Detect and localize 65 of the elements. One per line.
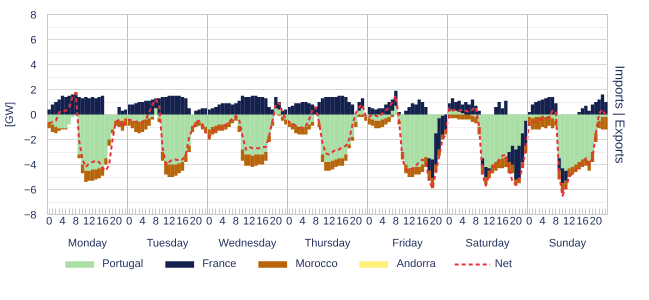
x-tick-label: 4: [139, 216, 146, 228]
x-tick-label: 16: [336, 216, 349, 228]
x-tick-label: 12: [243, 216, 256, 228]
x-tick-label: 16: [576, 216, 589, 228]
x-tick-label: 12: [323, 216, 336, 228]
x-tick-label: 8: [232, 216, 239, 228]
x-tick-label: 16: [256, 216, 269, 228]
x-tick-label: 16: [416, 216, 429, 228]
x-tick-label: 8: [392, 216, 399, 228]
legend-label: Net: [494, 258, 513, 270]
y-tick-label: 6: [30, 34, 37, 46]
x-tick-label: 4: [459, 216, 466, 228]
y-tick-label: 4: [30, 60, 37, 72]
legend-label: Morocco: [295, 258, 338, 270]
x-tick-label: 4: [539, 216, 546, 228]
x-tick-label: 8: [472, 216, 479, 228]
text: Tuesday: [146, 238, 189, 250]
x-tick-label: 12: [483, 216, 496, 228]
y-tick-label: −4: [24, 160, 37, 172]
legend-label: Andorra: [396, 258, 436, 270]
text: Saturday: [465, 238, 510, 250]
x-tick-label: 20: [590, 216, 602, 228]
x-tick-label: 4: [299, 216, 306, 228]
text: Wednesday: [218, 238, 277, 250]
y-axis-title: [GW]: [4, 102, 16, 128]
text: Sunday: [548, 238, 587, 250]
y2-axis-title: Imports | Exports: [612, 65, 628, 164]
x-tick-label: 20: [110, 216, 122, 228]
x-tick-label: 20: [430, 216, 442, 228]
x-tick-label: 0: [446, 216, 452, 228]
x-tick-label: 4: [219, 216, 226, 228]
text: Friday: [392, 238, 424, 250]
x-tick-label: 12: [83, 216, 96, 228]
x-tick-label: 0: [286, 216, 292, 228]
x-tick-label: 16: [96, 216, 109, 228]
x-tick-label: 16: [176, 216, 189, 228]
x-tick-label: 8: [552, 216, 559, 228]
y-tick-label: −6: [24, 184, 37, 196]
x-tick-label: 16: [496, 216, 509, 228]
y-tick-label: 8: [30, 10, 37, 22]
y-tick-label: 2: [30, 84, 37, 96]
x-tick-label: 0: [206, 216, 212, 228]
x-tick-label: 12: [163, 216, 176, 228]
x-tick-label: 8: [152, 216, 159, 228]
y-tick-label: −8: [24, 210, 37, 222]
x-tick-label: 0: [526, 216, 532, 228]
y-tick-label: 0: [30, 110, 37, 122]
text: Thursday: [304, 238, 351, 250]
x-tick-label: 20: [190, 216, 202, 228]
x-tick-label: 20: [350, 216, 362, 228]
x-tick-label: 4: [59, 216, 66, 228]
x-tick-label: 4: [379, 216, 386, 228]
x-tick-label: 12: [403, 216, 416, 228]
x-tick-label: 8: [72, 216, 79, 228]
x-tick-label: 8: [312, 216, 319, 228]
x-tick-label: 20: [270, 216, 282, 228]
x-tick-label: 0: [126, 216, 132, 228]
text: Monday: [68, 238, 108, 250]
x-tick-label: 20: [510, 216, 522, 228]
x-tick-label: 12: [563, 216, 576, 228]
x-tick-label: 0: [46, 216, 52, 228]
x-tick-label: 0: [366, 216, 372, 228]
legend-label: France: [202, 258, 236, 270]
y-tick-label: −2: [24, 134, 37, 146]
legend-label: Portugal: [102, 258, 144, 270]
